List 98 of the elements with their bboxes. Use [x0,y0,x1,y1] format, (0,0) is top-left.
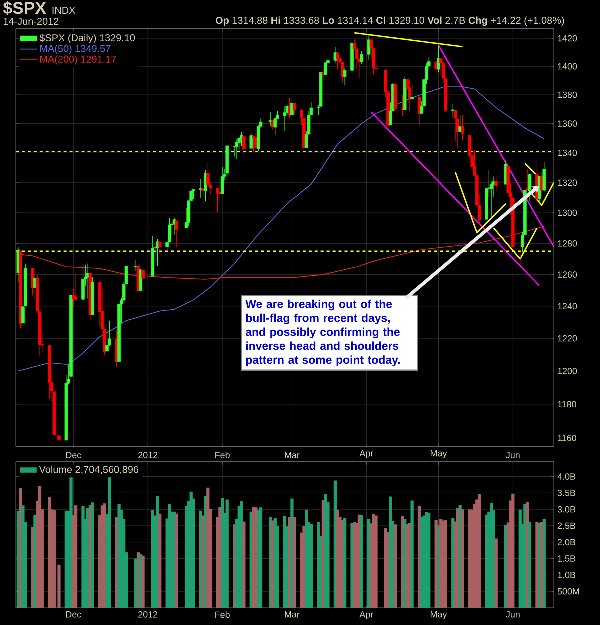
candlestick [343,67,347,86]
line-series [18,86,545,372]
candlestick [242,136,246,158]
bar [512,494,515,608]
x2-tick-label: Mar [285,452,300,458]
candlestick [542,162,546,192]
x2-tick-label: Jun [506,452,520,458]
candlestick [192,189,196,200]
legend-label: MA(50) 1349.57 [40,44,111,54]
y-tick-label: 1360 [558,120,578,127]
candlestick [175,220,179,248]
bar [542,519,546,608]
bar [461,510,464,608]
x-tick-label: Dec [66,612,82,618]
x-tick-label: 2012 [138,612,158,618]
y-tick-label: 3.5B [558,490,576,496]
chart-title: $SPX [3,1,46,16]
candlestick [235,139,239,160]
x2-tick-label: Apr [360,450,374,458]
bar [360,515,364,608]
bar [494,538,498,608]
bar [528,522,532,608]
candlestick [528,174,532,202]
legend-label: Volume 2,704,560,896 [39,466,139,474]
legend-label: $SPX (Daily) 1329.10 [40,34,136,44]
y-tick-label: 1340 [558,150,578,156]
x2-tick-label: Dec [66,452,82,458]
candlestick [82,264,85,300]
bar [293,517,296,608]
x-tick-label: Mar [285,612,300,618]
bar [74,506,78,608]
candlestick [283,106,287,132]
x-tick-label: Jun [506,612,520,618]
candlestick [336,52,340,70]
bar [259,508,263,608]
bar [444,520,448,608]
candlestick [437,44,440,73]
x2-tick-label: May [430,450,448,458]
candlestick [410,84,414,100]
y-tick-label: 1280 [558,240,578,247]
bar [142,556,145,608]
candlestick [58,416,61,441]
y-tick-label: 1.0B [558,572,576,578]
y-tick-label: 1.5B [558,556,576,562]
candlestick [461,115,464,140]
y-tick-label: 1400 [558,63,578,70]
y-tick-label: 3.0B [558,506,576,513]
candlestick [139,268,143,292]
y-tick-label: 1320 [558,180,578,186]
y-tick-label: 500M [558,588,580,595]
candlestick [274,117,278,136]
bar [175,514,178,608]
legend-label: MA(200) 1291.17 [40,56,116,65]
x-tick-label: May [430,612,448,620]
y-tick-label: 2.5B [558,522,576,530]
text: INDX [52,7,76,14]
candlestick [142,268,145,280]
candlestick [494,176,498,192]
y-tick-label: 1240 [558,303,578,310]
y-tick-label: 1200 [558,368,578,374]
x-tick-label: Feb [216,612,230,618]
y-tick-label: 1300 [558,210,578,216]
candlestick [451,103,455,118]
x2-tick-label: Feb [216,452,230,458]
candlestick [240,132,244,147]
bar [158,514,162,608]
y-tick-label: 2.0B [558,539,576,546]
x-tick-label: Apr [360,612,374,620]
text: Op 1314.88 Hi 1333.68 Lo 1314.14 Cl 1329.10 Vol 2.7B Chg +14.22 (+1.08%) [216,16,564,26]
candlestick [518,239,522,265]
candlestick [134,260,138,272]
bar [91,502,94,608]
candlestick [31,268,34,296]
bar [374,516,378,608]
annotation: We are breaking out of the bull-flag from recent days, and possibly confirming the inverse head and shoulders pattern at some point today. [246,300,400,366]
y-tick-label: 4.0B [558,474,576,480]
y-tick-label: 1420 [558,35,578,42]
y-tick-label: 1380 [558,92,578,98]
candlestick [206,162,210,193]
y-tick-label: 1180 [558,401,576,408]
bar [343,518,347,608]
candlestick [360,50,364,65]
candlestick [250,133,254,149]
bar [226,500,229,608]
y-tick-label: 1260 [558,272,578,278]
bar [478,494,482,608]
bar [310,524,313,608]
bar [410,500,414,608]
chart-subtitle: 14-Jun-2012 [4,18,59,26]
bar [242,522,246,608]
y-tick-label: 1160 [558,435,576,442]
candlestick [158,240,162,254]
bar [394,524,398,608]
candlestick [324,62,328,76]
bar [428,514,431,608]
x2-tick-label: 2012 [138,452,158,458]
candlestick [401,95,404,116]
y-tick-label: 1220 [558,335,578,342]
